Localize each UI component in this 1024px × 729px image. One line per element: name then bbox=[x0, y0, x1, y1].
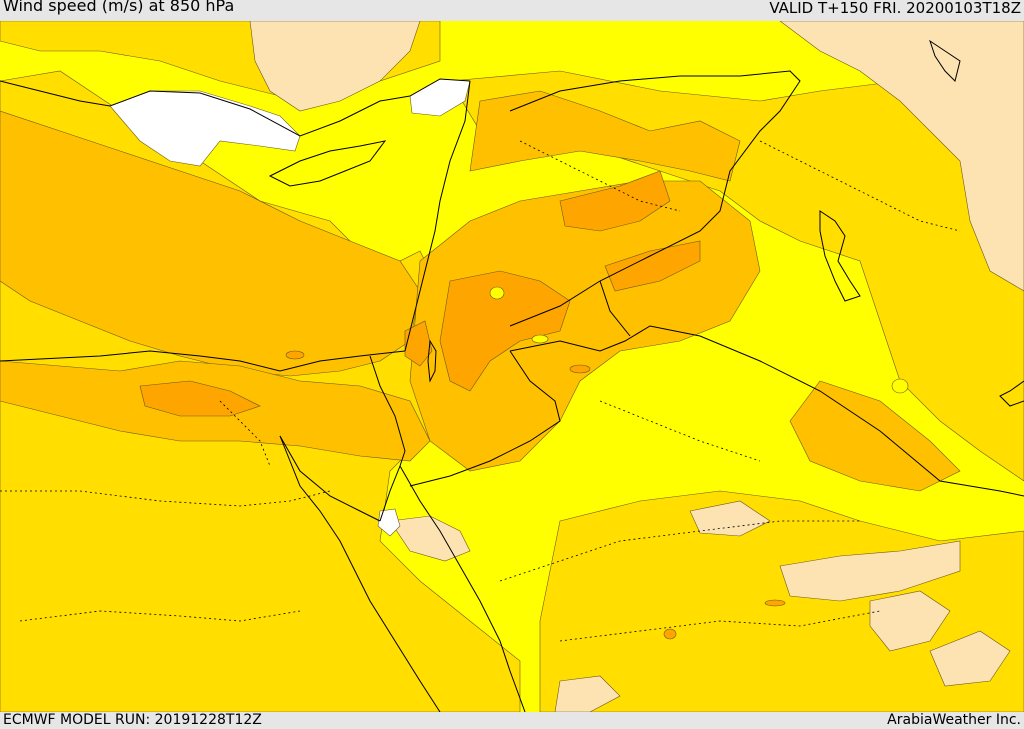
field-orange-syria bbox=[559, 170, 671, 232]
map-svg bbox=[0, 21, 1024, 712]
field-peach-northeast bbox=[779, 21, 1024, 292]
border-jordan-iraq bbox=[599, 280, 631, 337]
field-peach-south2 bbox=[554, 675, 621, 712]
boundary-egypt-1 bbox=[0, 490, 331, 507]
boundary-saudi-1 bbox=[499, 520, 860, 582]
blob-small-4 bbox=[531, 334, 549, 344]
map-title: Wind speed (m/s) at 850 hPa bbox=[3, 0, 235, 15]
field-calm-turkey bbox=[109, 90, 301, 167]
model-run: ECMWF MODEL RUN: 20191228T12Z bbox=[3, 712, 262, 728]
coastline-levant bbox=[404, 80, 471, 352]
field-peach-gulf bbox=[929, 630, 1011, 687]
field-peach-kuwait bbox=[869, 590, 951, 652]
blob-small-1 bbox=[285, 350, 305, 360]
header-bar: Wind speed (m/s) at 850 hPa VALID T+150 … bbox=[0, 0, 1024, 21]
coastline-suez-west bbox=[279, 435, 441, 712]
border-syria-iraq bbox=[509, 70, 801, 327]
valid-time: VALID T+150 FRI. 20200103T18Z bbox=[769, 0, 1021, 17]
coastline-egypt bbox=[0, 350, 406, 372]
border-egypt-israel bbox=[369, 355, 406, 452]
field-orange-gaza bbox=[404, 320, 433, 367]
credit: ArabiaWeather Inc. bbox=[887, 712, 1021, 728]
field-peach-turkey bbox=[249, 21, 421, 112]
blob-small-3 bbox=[569, 364, 591, 374]
field-amber-med bbox=[0, 110, 421, 377]
boundary-iraq bbox=[759, 140, 961, 232]
blob-small-5 bbox=[891, 378, 909, 394]
boundary-arabia bbox=[599, 400, 761, 462]
coastline-arabia-red bbox=[399, 465, 526, 712]
coastline-sinai-west bbox=[279, 435, 381, 522]
coastline-sinai-east bbox=[379, 450, 406, 522]
field-peach-arabia bbox=[689, 500, 771, 537]
field-orange-jordan bbox=[439, 270, 571, 392]
coastline-turkey bbox=[0, 78, 471, 137]
boundary-egypt-2 bbox=[19, 610, 301, 622]
coastline-gulf bbox=[999, 380, 1024, 407]
coastline-cyprus bbox=[268, 140, 387, 187]
blob-small-2 bbox=[663, 628, 677, 640]
coastline-lake-north bbox=[929, 39, 961, 82]
field-calm-aqaba bbox=[377, 508, 401, 537]
boundary-sinai bbox=[219, 400, 271, 467]
wind-speed-map[interactable] bbox=[0, 21, 1024, 712]
coastline-lake bbox=[819, 210, 861, 302]
field-peach-south bbox=[779, 540, 961, 602]
boundary-saudi-2 bbox=[559, 610, 881, 642]
coastline-dead-sea bbox=[427, 339, 437, 383]
border-jordan-saudi bbox=[509, 325, 1024, 497]
field-amber-iraq bbox=[469, 90, 741, 182]
blob-small-6 bbox=[764, 599, 786, 607]
field-orange-iraq bbox=[604, 240, 701, 292]
blob-jordan-core bbox=[489, 286, 505, 300]
field-orange-sinai bbox=[139, 380, 261, 417]
border-jordan-west bbox=[409, 350, 561, 487]
field-amber-east bbox=[789, 380, 961, 492]
footer-bar: ECMWF MODEL RUN: 20191228T12Z ArabiaWeat… bbox=[0, 712, 1024, 729]
